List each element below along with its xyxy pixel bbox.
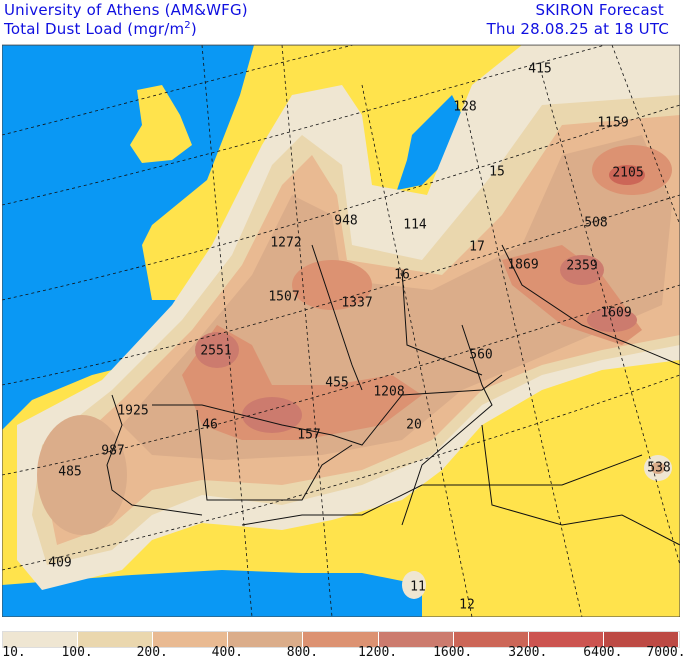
color-legend xyxy=(2,631,680,648)
map-value-label: 17 xyxy=(469,239,485,255)
map-value-label: 157 xyxy=(297,427,321,443)
map-value-label: 1208 xyxy=(373,384,405,400)
legend-swatch xyxy=(303,632,379,647)
map-value-label: 2551 xyxy=(200,343,232,359)
legend-swatch xyxy=(528,632,604,647)
black-sea xyxy=(397,95,462,190)
dust-hotspot-538-core xyxy=(651,462,665,474)
map-value-label: 560 xyxy=(469,347,493,363)
legend-swatch xyxy=(453,632,529,647)
legend-tick-label: 1600. xyxy=(433,645,473,660)
map-value-label: 46 xyxy=(202,417,218,433)
legend-tick-label: 100. xyxy=(61,645,93,660)
map-value-label: 485 xyxy=(58,464,82,480)
legend-tick-label: 10. xyxy=(2,645,26,660)
legend-swatch xyxy=(378,632,454,647)
map-value-label: 128 xyxy=(453,99,477,115)
legend-tick-label: 7000. xyxy=(646,645,686,660)
product-title: Total Dust Load (mgr/m2) xyxy=(4,20,197,38)
product-name: Total Dust Load (mgr/m xyxy=(4,20,185,38)
map-value-label: 16 xyxy=(394,267,410,283)
map-value-label: 114 xyxy=(403,217,427,233)
legend-swatch xyxy=(603,632,679,647)
map-value-label: 1925 xyxy=(117,403,149,419)
dust-hotspot-sahara xyxy=(242,397,302,433)
british-isles xyxy=(130,85,192,163)
map-value-label: 20 xyxy=(406,417,422,433)
gulf-of-guinea xyxy=(2,570,422,617)
map-value-label: 1159 xyxy=(597,115,629,131)
institution-title: University of Athens (AM&WFG) xyxy=(4,1,248,19)
map-value-label: 948 xyxy=(334,213,358,229)
dust-layer-800 xyxy=(182,325,422,440)
graticule xyxy=(2,45,680,617)
legend-tick-label: 1200. xyxy=(357,645,398,660)
map-value-label: 1869 xyxy=(507,257,539,273)
legend-swatch xyxy=(3,632,79,647)
legend-tick-label: 200. xyxy=(136,645,168,660)
dust-hotspot-2359 xyxy=(560,255,604,285)
dust-blob-north-africa xyxy=(292,260,372,310)
dust-hotspot-2105 xyxy=(609,165,645,185)
legend-swatch xyxy=(228,632,304,647)
legend-swatch xyxy=(153,632,229,647)
map-value-label: 415 xyxy=(528,61,552,77)
map-value-label: 987 xyxy=(101,443,125,459)
legend-tick-label: 400. xyxy=(211,645,243,660)
dust-hotspot-2551 xyxy=(195,332,239,368)
map-value-label: 2359 xyxy=(566,258,598,274)
map-value-label: 508 xyxy=(584,215,608,231)
valid-time: Thu 28.08.25 at 18 UTC xyxy=(486,20,669,38)
map-value-label: 15 xyxy=(489,164,505,180)
dust-blob-west-atlantic xyxy=(37,415,127,535)
map-value-label: 1272 xyxy=(270,235,302,251)
unit-superscript: 2 xyxy=(184,20,191,31)
map-value-label: 538 xyxy=(647,460,671,476)
map-value-label: 455 xyxy=(325,375,349,391)
map-value-label: 12 xyxy=(459,597,475,613)
map-value-label: 11 xyxy=(410,579,426,595)
atlantic-ocean xyxy=(2,45,254,430)
map-value-label: 1337 xyxy=(341,295,373,311)
product-close: ) xyxy=(190,20,197,38)
model-title: SKIRON Forecast xyxy=(535,1,664,19)
legend-tick-label: 800. xyxy=(286,645,319,660)
dust-load-map xyxy=(2,45,680,617)
dust-blob-11 xyxy=(402,571,426,599)
map-value-label: 1507 xyxy=(268,289,300,305)
map-value-label: 1609 xyxy=(600,305,632,321)
map-value-label: 409 xyxy=(48,555,72,571)
legend-swatch xyxy=(78,632,154,647)
dust-hotspot-1609 xyxy=(587,308,637,332)
legend-tick-label: 3200. xyxy=(508,645,548,660)
country-borders xyxy=(106,244,680,546)
legend-tick-label: 6400. xyxy=(583,645,623,660)
map-value-label: 2105 xyxy=(612,165,644,181)
